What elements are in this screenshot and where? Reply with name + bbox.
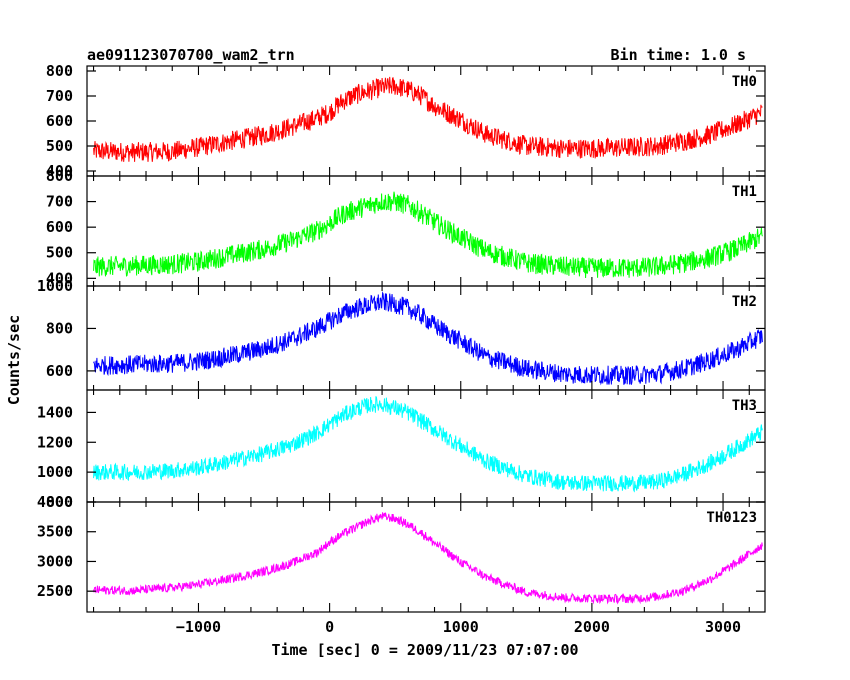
y-tick-label: 1000 (37, 463, 73, 481)
panel-th0: 400 500 600 700 800 TH0 (46, 62, 766, 180)
y-tick-label: 600 (46, 362, 73, 380)
y-tick-label: 2500 (37, 582, 73, 600)
panel-th0123: 2500 3000 3500 4000 TH0123 (37, 493, 766, 613)
panel-frame (86, 65, 766, 177)
y-tick-label: 800 (46, 493, 73, 511)
panels-group: 400 500 600 700 800 TH0 400 500 600 700 800 TH1 600 8… (37, 62, 766, 636)
y-tick-label: 1400 (37, 403, 73, 421)
y-tick-label: 400 (46, 269, 73, 287)
panel-frame (86, 501, 766, 613)
y-tick-label: 500 (46, 137, 73, 155)
x-axis-label: Time [sec] 0 = 2009/11/23 07:07:00 (271, 641, 578, 659)
y-tick-label: 700 (46, 87, 73, 105)
y-tick-label: 700 (46, 193, 73, 211)
y-tick-label: 800 (46, 167, 73, 185)
x-tick-label: 1000 (443, 618, 479, 636)
panel-label-th3: TH3 (732, 398, 757, 414)
y-tick-label: 4000 (37, 493, 73, 511)
series-line-th0123 (93, 512, 763, 605)
panel-label-th0: TH0 (732, 74, 757, 90)
panel-label-th2: TH2 (732, 294, 757, 310)
panel-label-th1: TH1 (732, 184, 757, 200)
panel-th1: 400 500 600 700 800 TH1 (46, 167, 766, 287)
panel-th3: 800 1000 1200 1400 TH3 (37, 389, 766, 511)
series-line-th0 (93, 76, 763, 162)
series-line-th3 (93, 396, 763, 493)
y-tick-label: 3000 (37, 552, 73, 570)
y-tick-label: 1200 (37, 433, 73, 451)
y-tick-label: 3500 (37, 523, 73, 541)
panel-label-th0123: TH0123 (706, 510, 757, 526)
x-tick-label: 3000 (705, 618, 741, 636)
y-tick-label: 800 (46, 319, 73, 337)
y-tick-label: 1000 (37, 277, 73, 295)
y-axis-label: Counts/sec (5, 315, 23, 405)
y-tick-label: 800 (46, 62, 73, 80)
panel-th2: 600 800 1000 TH2 (37, 277, 766, 391)
observation-id-title: ae091123070700_wam2_trn (87, 46, 295, 64)
y-tick-label: 600 (46, 112, 73, 130)
bin-time-label: Bin time: 1.0 s (611, 46, 746, 64)
x-tick-label: 2000 (574, 618, 610, 636)
series-line-th2 (93, 291, 763, 386)
x-tick-label: −1000 (176, 618, 221, 636)
series-line-th1 (93, 191, 763, 279)
y-tick-label: 500 (46, 244, 73, 262)
y-tick-label: 400 (46, 162, 73, 180)
x-tick-label: 0 (325, 618, 334, 636)
y-tick-label: 600 (46, 218, 73, 236)
